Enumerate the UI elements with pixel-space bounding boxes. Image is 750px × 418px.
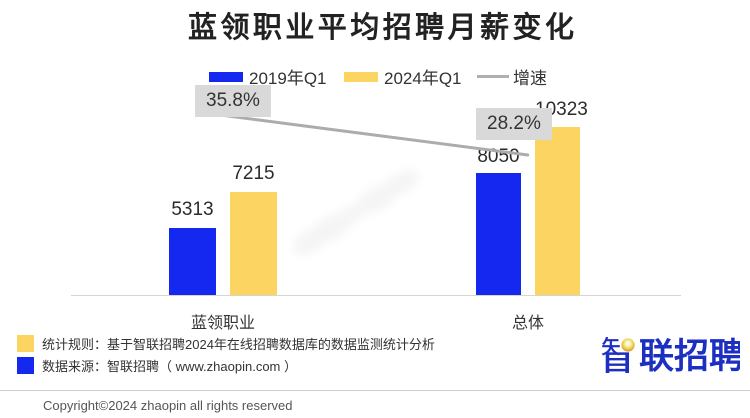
svg-text:联招聘: 联招聘 (639, 337, 740, 376)
svg-text:目: 目 (601, 349, 634, 375)
